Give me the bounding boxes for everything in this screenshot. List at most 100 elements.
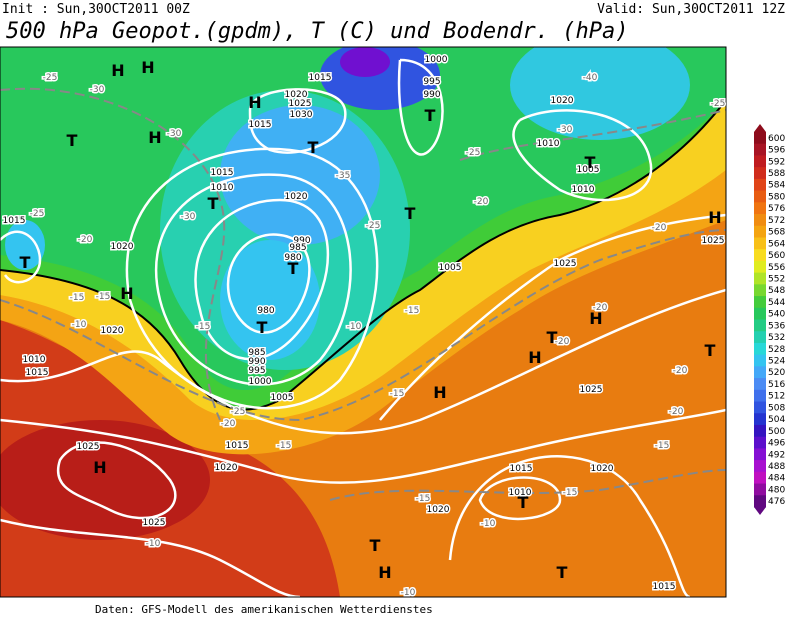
pressure-center: H xyxy=(433,383,446,402)
isobar-label: 995 xyxy=(248,366,265,376)
map-title: 500 hPa Geopot.(gpdm), T (C) und Bodendr… xyxy=(6,19,629,44)
colorbar-label: 508 xyxy=(768,403,785,413)
isobar-label: 1020 xyxy=(285,90,308,100)
pressure-center: H xyxy=(708,208,721,227)
isobar-label: 1000 xyxy=(249,377,272,387)
colorbar-label: 500 xyxy=(768,427,785,437)
colorbar-label: 584 xyxy=(768,181,785,191)
isobar-label: 990 xyxy=(293,236,310,246)
temperature-label: -15 xyxy=(277,441,292,451)
colorbar-cell xyxy=(754,389,766,403)
colorbar-cell xyxy=(754,471,766,485)
isobar-label: 1025 xyxy=(289,99,312,109)
colorbar-cell xyxy=(754,249,766,262)
colorbar-cell xyxy=(754,190,766,203)
temperature-label: -30 xyxy=(90,85,105,95)
isobar-label: 985 xyxy=(248,348,265,358)
pressure-center: T xyxy=(405,204,416,223)
isobar-label: 1010 xyxy=(211,183,234,193)
isobar-label: 1020 xyxy=(101,326,124,336)
isobar-label: 1015 xyxy=(226,441,249,451)
isobar-label: 1010 xyxy=(23,355,46,365)
temperature-label: -15 xyxy=(96,292,111,302)
colorbar-cell xyxy=(754,495,766,508)
temperature-label: -15 xyxy=(390,389,405,399)
colorbar-tip xyxy=(754,507,766,515)
colorbar-cell xyxy=(754,167,766,180)
colorbar-cell xyxy=(754,132,766,145)
isobar-label: 980 xyxy=(284,253,301,263)
temperature-label: -10 xyxy=(72,320,87,330)
temperature-label: -20 xyxy=(673,366,688,376)
isobar-label: 1015 xyxy=(211,168,234,178)
pressure-center: T xyxy=(308,138,319,157)
colorbar-label: 520 xyxy=(768,368,785,378)
temperature-label: -25 xyxy=(30,209,45,219)
colorbar-cell xyxy=(754,413,766,426)
isobar-label: 1010 xyxy=(509,488,532,498)
colorbar-label: 480 xyxy=(768,485,785,495)
colorbar-label: 568 xyxy=(768,228,785,238)
colorbar-cell xyxy=(754,460,766,473)
pressure-center: H xyxy=(589,309,602,328)
temperature-label: -30 xyxy=(181,212,196,222)
temperature-label: -10 xyxy=(347,322,362,332)
isobar-label: 1015 xyxy=(653,582,676,592)
colorbar-cell xyxy=(754,178,766,192)
temperature-label: -20 xyxy=(221,419,236,429)
isobar-label: 1005 xyxy=(271,393,294,403)
isobar-label: 1015 xyxy=(510,464,533,474)
temperature-label: -15 xyxy=(655,441,670,451)
isobar-label: 1020 xyxy=(285,192,308,202)
pressure-center: T xyxy=(257,318,268,337)
temperature-label: -25 xyxy=(43,73,58,83)
colorbar-label: 576 xyxy=(768,204,785,214)
colorbar-cell xyxy=(754,296,766,309)
colorbar-label: 544 xyxy=(768,298,785,308)
isobar-label: 985 xyxy=(289,243,306,253)
colorbar-cell xyxy=(754,272,766,285)
colorbar-label: 540 xyxy=(768,310,785,320)
temperature-label: -10 xyxy=(481,519,496,529)
colorbar-label: 548 xyxy=(768,286,785,296)
colorbar-cell xyxy=(754,436,766,449)
colorbar-label: 488 xyxy=(768,462,785,472)
colorbar-label: 552 xyxy=(768,274,785,284)
temperature-label: -40 xyxy=(583,73,598,83)
pressure-center: H xyxy=(93,458,106,477)
colorbar-label: 588 xyxy=(768,169,785,179)
colorbar-cell xyxy=(754,202,766,215)
colorbar-label: 556 xyxy=(768,263,785,273)
colorbar-cell xyxy=(754,214,766,227)
colorbar-label: 492 xyxy=(768,450,785,460)
colorbar-cell xyxy=(754,237,766,250)
isobar-label: 1020 xyxy=(111,242,134,252)
colorbar-cell xyxy=(754,225,766,238)
colorbar-tip xyxy=(754,124,766,132)
pressure-center: H xyxy=(111,61,124,80)
pressure-center: H xyxy=(248,93,261,112)
pressure-center: T xyxy=(705,341,716,360)
isobar-label: 990 xyxy=(423,90,440,100)
colorbar-cell xyxy=(754,354,766,367)
colorbar-label: 572 xyxy=(768,216,785,226)
isobar-label: 1010 xyxy=(572,185,595,195)
colorbar-cell xyxy=(754,331,766,344)
colorbar-label: 484 xyxy=(768,474,785,484)
isobar-label: 1025 xyxy=(580,385,603,395)
colorbar-label: 504 xyxy=(768,415,785,425)
isobar-label: 1010 xyxy=(537,139,560,149)
pressure-center: H xyxy=(528,348,541,367)
isobar-label: 1020 xyxy=(591,464,614,474)
isobar-label: 1000 xyxy=(425,55,448,65)
colorbar-cell xyxy=(754,307,766,320)
temperature-label: -20 xyxy=(78,235,93,245)
temperature-label: -15 xyxy=(405,306,420,316)
colorbar-label: 496 xyxy=(768,439,785,449)
colorbar-label: 516 xyxy=(768,380,785,390)
pressure-center: T xyxy=(518,493,529,512)
isobar-label: 1015 xyxy=(249,120,272,130)
temperature-label: -20 xyxy=(593,303,608,313)
colorbar-label: 580 xyxy=(768,192,785,202)
